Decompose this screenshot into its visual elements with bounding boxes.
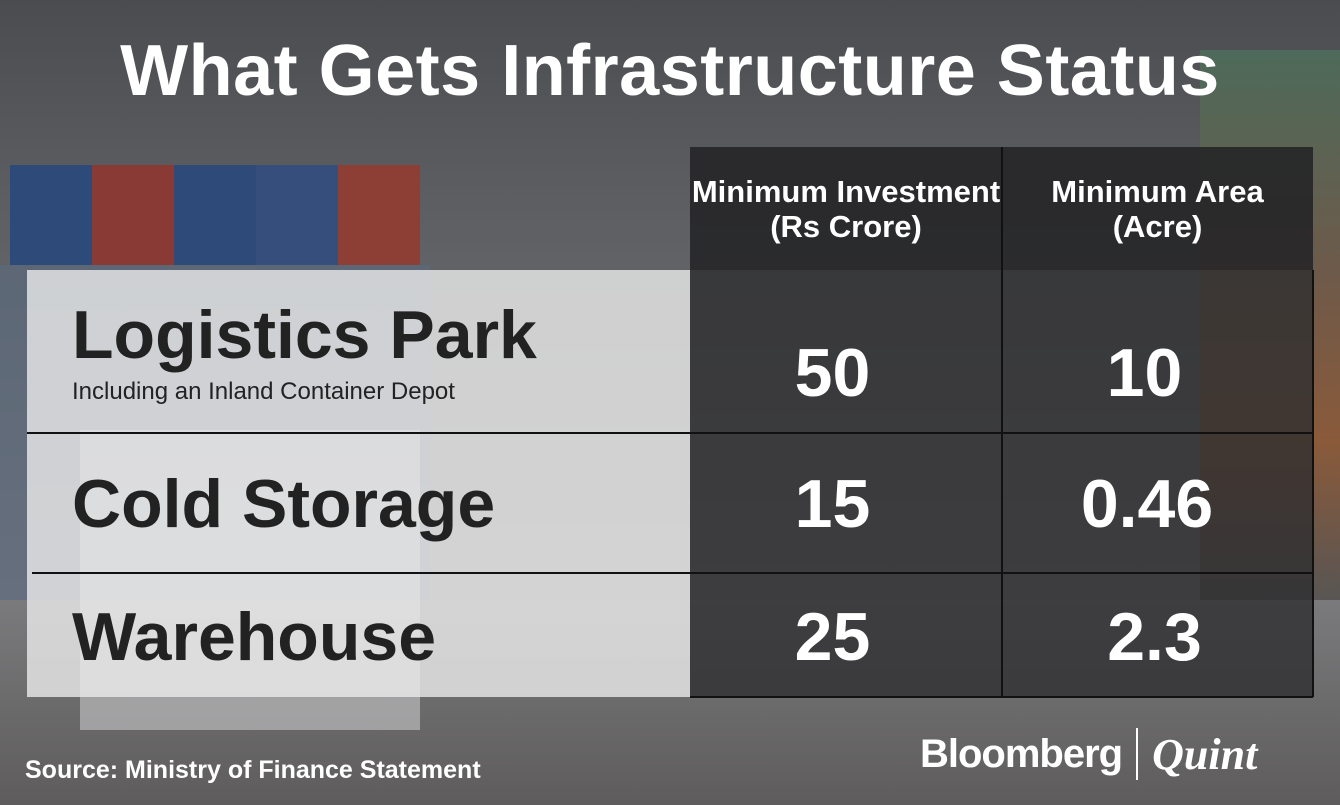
header-min-investment: Minimum Investment (Rs Crore)	[690, 147, 1002, 270]
source-note: Source: Ministry of Finance Statement	[25, 756, 481, 784]
row-name-warehouse: Warehouse	[72, 599, 437, 675]
value-investment: 25	[794, 599, 871, 675]
column-divider	[1001, 147, 1003, 697]
page-title: What Gets Infrastructure Status	[120, 31, 1220, 111]
bloombergquint-logo: Bloomberg Quint	[920, 728, 1257, 780]
row-divider	[27, 432, 1313, 434]
header-min-area: Minimum Area (Acre)	[1002, 147, 1313, 270]
row-note-logistics-park: Including an Inland Container Depot	[72, 378, 455, 405]
column-divider	[1312, 270, 1314, 697]
value-investment: 50	[794, 335, 871, 411]
value-area: 10	[1106, 335, 1183, 411]
value-area: 2.3	[1107, 599, 1202, 675]
row-name-logistics-park: Logistics Park	[72, 297, 537, 373]
logo-separator	[1136, 728, 1139, 780]
value-investment: 15	[794, 466, 871, 542]
logo-bloomberg: Bloomberg	[920, 731, 1123, 776]
table-bottom-border	[690, 696, 1313, 698]
value-area: 0.46	[1080, 466, 1214, 542]
row-labels-panel	[27, 270, 690, 697]
row-name-cold-storage: Cold Storage	[72, 466, 496, 542]
logo-quint: Quint	[1152, 729, 1258, 779]
row-divider	[32, 572, 1313, 574]
